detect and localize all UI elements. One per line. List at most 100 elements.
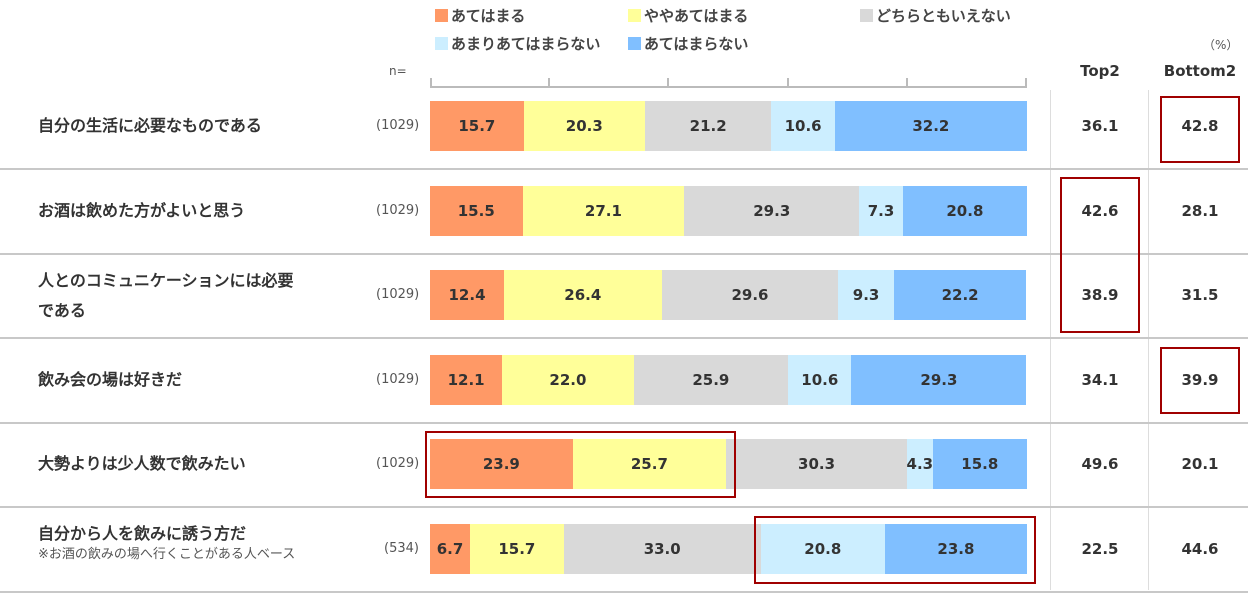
row-label: 大勢よりは少人数で飲みたい xyxy=(38,454,246,473)
data-label: 25.7 xyxy=(630,455,668,473)
bar-segment: 29.3 xyxy=(851,354,1027,405)
row-divider xyxy=(0,421,1248,424)
bar-segment: 22.2 xyxy=(893,270,1027,320)
row-divider xyxy=(0,506,1248,508)
row-divider xyxy=(0,252,1248,255)
row-n: (1029) xyxy=(376,202,420,218)
row-divider xyxy=(0,590,1248,593)
column-divider xyxy=(1050,90,1051,590)
top2-value: 34.1 xyxy=(1081,370,1119,389)
data-label: 4.3 xyxy=(906,455,934,473)
data-label: 25.9 xyxy=(692,370,730,389)
bar-segment: 4.3 xyxy=(907,439,933,489)
bar-segment: 23.8 xyxy=(884,523,1027,574)
bar-segment: 10.6 xyxy=(771,101,835,151)
bar-segment: 20.3 xyxy=(523,101,645,151)
top2-value: 38.9 xyxy=(1081,286,1119,304)
data-label: 32.2 xyxy=(912,117,950,135)
legend-swatch xyxy=(628,9,641,22)
row-label-text: 自分から人を飲みに誘う方だ xyxy=(38,523,247,543)
bar-segment: 20.8 xyxy=(760,523,885,574)
legend-item: ややあてはまる xyxy=(628,5,748,26)
top2-value: 36.1 xyxy=(1081,117,1119,135)
bar-segment: 25.9 xyxy=(633,354,789,405)
bar-segment: 15.7 xyxy=(430,101,524,151)
stacked-bar: 23.9 25.7 30.3 4.3 15.8 xyxy=(430,439,1027,489)
data-label: 29.3 xyxy=(753,201,791,220)
highlight-box xyxy=(425,431,736,498)
chart-row: お酒は飲めた方がよいと思う (1029) 15.5 27.1 29.3 7.3 20.8… xyxy=(0,170,1248,255)
legend-item: あまりあてはまらない xyxy=(435,33,600,54)
legend-label: あてはまる xyxy=(451,7,526,25)
bar-segment: 12.4 xyxy=(430,270,505,320)
bar-segment: 26.4 xyxy=(504,270,662,320)
bar-segment: 20.8 xyxy=(902,185,1027,236)
data-label: 22.2 xyxy=(941,286,979,304)
data-label: 12.1 xyxy=(447,370,485,389)
data-label: 29.6 xyxy=(731,286,769,304)
bottom2-value: 42.8 xyxy=(1181,117,1219,135)
row-divider xyxy=(0,168,1248,170)
bottom2-value: 39.9 xyxy=(1181,370,1219,389)
top2-header: Top2 xyxy=(1080,62,1120,80)
data-label: 20.3 xyxy=(565,117,603,135)
bar-segment: 27.1 xyxy=(522,185,685,236)
data-label: 15.7 xyxy=(458,117,496,135)
row-n: (1029) xyxy=(376,456,420,471)
legend-swatch xyxy=(628,37,641,50)
legend-label: あまりあてはまらない xyxy=(451,35,601,53)
row-label: 飲み会の場は好きだ xyxy=(38,369,183,389)
n-label: n= xyxy=(389,64,407,78)
x-axis xyxy=(430,78,1027,88)
bar-segment: 6.7 xyxy=(430,523,470,574)
row-label: 自分の生活に必要なものである xyxy=(38,116,262,135)
legend-swatch xyxy=(435,37,448,50)
data-label: 33.0 xyxy=(643,539,681,558)
bar-segment: 15.7 xyxy=(469,523,564,574)
data-label: 6.7 xyxy=(436,539,464,558)
data-label: 12.4 xyxy=(448,286,486,304)
data-label: 30.3 xyxy=(798,455,836,473)
data-label: 15.7 xyxy=(498,539,536,558)
highlight-box xyxy=(1160,347,1240,414)
chart-row: 人とのコミュニケーションには必要である (1029) 12.4 26.4 29.6 9… xyxy=(0,254,1248,339)
row-n: (1029) xyxy=(376,371,420,387)
data-label: 22.0 xyxy=(549,370,587,389)
bar-segment: 9.3 xyxy=(838,270,894,320)
data-label: 21.2 xyxy=(689,117,727,135)
data-label: 7.3 xyxy=(867,201,895,220)
legend-item: あてはまる xyxy=(435,5,525,26)
bottom2-value: 28.1 xyxy=(1181,201,1219,220)
bar-segment: 15.8 xyxy=(932,439,1027,489)
bar-segment: 29.3 xyxy=(684,185,860,236)
bottom2-header: Bottom2 xyxy=(1163,62,1237,80)
stacked-bar: 15.5 27.1 29.3 7.3 20.8 xyxy=(430,185,1027,236)
bar-segment: 15.5 xyxy=(430,185,523,236)
bar-segment: 23.9 xyxy=(430,439,573,489)
top2-value: 49.6 xyxy=(1081,455,1119,473)
data-label: 20.8 xyxy=(946,201,984,220)
bar-segment: 7.3 xyxy=(859,185,903,236)
legend-label: どちらともいえない xyxy=(876,7,1011,25)
data-label: 29.3 xyxy=(920,370,958,389)
row-n: (534) xyxy=(384,540,419,556)
stacked-bar: 15.7 20.3 21.2 10.6 32.2 xyxy=(430,101,1027,151)
stacked-bar: 6.7 15.7 33.0 20.8 23.8 xyxy=(430,523,1027,574)
legend-item: どちらともいえない xyxy=(860,5,1011,26)
data-label: 23.8 xyxy=(937,539,975,558)
row-n: (1029) xyxy=(376,287,420,302)
bottom2-value: 31.5 xyxy=(1181,286,1219,304)
highlight-box xyxy=(1160,96,1240,163)
stacked-bar: 12.1 22.0 25.9 10.6 29.3 xyxy=(430,354,1027,405)
chart-row: 大勢よりは少人数で飲みたい (1029) 23.9 25.7 30.3 4.3 15.8… xyxy=(0,423,1248,508)
legend-item: あてはまらない xyxy=(628,33,748,54)
bar-segment: 32.2 xyxy=(834,101,1027,151)
data-label: 20.8 xyxy=(804,539,842,558)
legend-label: ややあてはまる xyxy=(644,7,749,25)
legend-label: あてはまらない xyxy=(644,35,749,53)
row-label: 人とのコミュニケーションには必要である xyxy=(38,271,294,320)
bar-segment: 21.2 xyxy=(644,101,772,151)
bottom2-value: 44.6 xyxy=(1181,539,1219,558)
highlight-box xyxy=(754,516,1036,584)
highlight-box xyxy=(1060,177,1140,333)
